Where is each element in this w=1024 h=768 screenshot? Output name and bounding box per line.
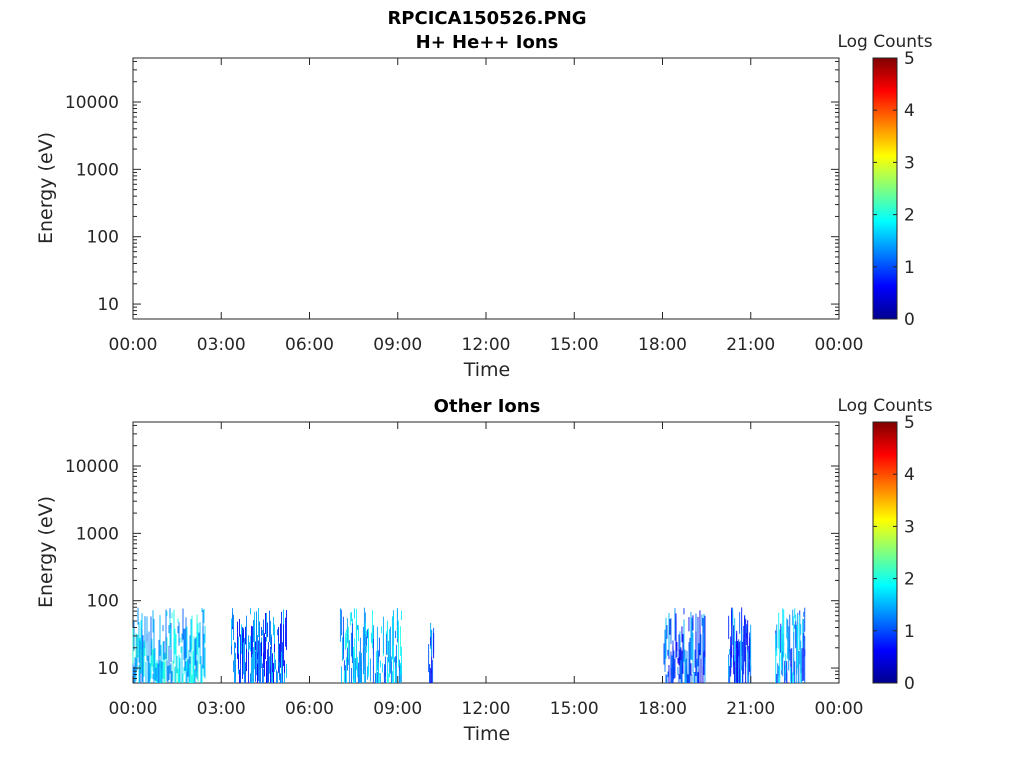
- x-tick-label: 18:00: [638, 335, 687, 355]
- heatmap-marks: [132, 607, 806, 683]
- x-tick-label: 18:00: [638, 699, 687, 719]
- heatmap-interval: [132, 607, 206, 683]
- colorbar-tick-label: 1: [904, 622, 915, 642]
- x-tick-label: 06:00: [285, 699, 334, 719]
- x-tick-label: 03:00: [197, 699, 246, 719]
- x-tick-label: 09:00: [373, 699, 422, 719]
- colorbar: [872, 57, 898, 320]
- colorbar-tick-label: 5: [904, 413, 915, 433]
- colorbar-ticks: 0 1 2 3 4 5: [873, 49, 915, 330]
- y-axis-label: Energy (eV): [35, 132, 57, 244]
- x-tick-label: 06:00: [285, 335, 334, 355]
- colorbar-tick-label: 4: [904, 465, 915, 485]
- colorbar-tick-label: 2: [904, 206, 915, 226]
- colorbar-tick-label: 2: [904, 570, 915, 590]
- x-tick-label: 03:00: [197, 335, 246, 355]
- x-ticks: 00:00 03:00 06:00 09:00 12:00 15:00 18:00 21:00…: [109, 58, 864, 355]
- heatmap-interval: [428, 622, 435, 683]
- x-tick-label: 00:00: [109, 699, 158, 719]
- x-axis-label: Time: [463, 359, 511, 381]
- y-tick-label: 10: [97, 295, 119, 315]
- heatmap-interval: [775, 607, 806, 683]
- x-tick-label: 15:00: [550, 699, 599, 719]
- colorbar-tick-label: 0: [904, 674, 915, 694]
- y-tick-label: 10000: [65, 93, 119, 113]
- plot-area: [132, 57, 840, 320]
- x-tick-label: 12:00: [462, 335, 511, 355]
- heatmap-interval: [728, 607, 752, 683]
- x-tick-label: 00:00: [815, 699, 864, 719]
- figure-title: RPCICA150526.PNG: [387, 8, 586, 29]
- y-ticks: 10 100 1000 10000: [65, 424, 839, 684]
- x-tick-label: 00:00: [109, 335, 158, 355]
- x-tick-label: 09:00: [373, 335, 422, 355]
- colorbar-ticks: 0 1 2 3 4 5: [873, 413, 915, 694]
- x-ticks: 00:00 03:00 06:00 09:00 12:00 15:00 18:00 21:00…: [109, 422, 864, 719]
- x-tick-label: 21:00: [726, 335, 775, 355]
- colorbar: [872, 421, 898, 684]
- panel-title: Other Ions: [434, 396, 541, 417]
- y-axis-label: Energy (eV): [35, 496, 57, 608]
- y-tick-label: 10: [97, 659, 119, 679]
- y-tick-label: 100: [87, 228, 119, 248]
- y-tick-label: 1000: [76, 160, 119, 180]
- heatmap-interval: [339, 607, 402, 683]
- panel-title: H+ He++ Ions: [416, 32, 559, 53]
- x-tick-label: 12:00: [462, 699, 511, 719]
- colorbar-tick-label: 3: [904, 517, 915, 537]
- x-tick-label: 00:00: [815, 335, 864, 355]
- colorbar-label: Log Counts: [837, 32, 932, 52]
- colorbar-tick-label: 0: [904, 310, 915, 330]
- heatmap-interval: [663, 608, 706, 683]
- y-tick-label: 10000: [65, 457, 119, 477]
- y-tick-label: 100: [87, 592, 119, 612]
- y-tick-label: 1000: [76, 524, 119, 544]
- colorbar-tick-label: 1: [904, 258, 915, 278]
- colorbar-tick-label: 5: [904, 49, 915, 69]
- y-ticks: 10 100 1000 10000: [65, 60, 839, 320]
- colorbar-tick-label: 4: [904, 101, 915, 121]
- x-tick-label: 21:00: [726, 699, 775, 719]
- x-tick-label: 15:00: [550, 335, 599, 355]
- x-axis-label: Time: [463, 723, 511, 745]
- heatmap-interval: [231, 607, 287, 683]
- colorbar-label: Log Counts: [837, 396, 932, 416]
- colorbar-tick-label: 3: [904, 153, 915, 173]
